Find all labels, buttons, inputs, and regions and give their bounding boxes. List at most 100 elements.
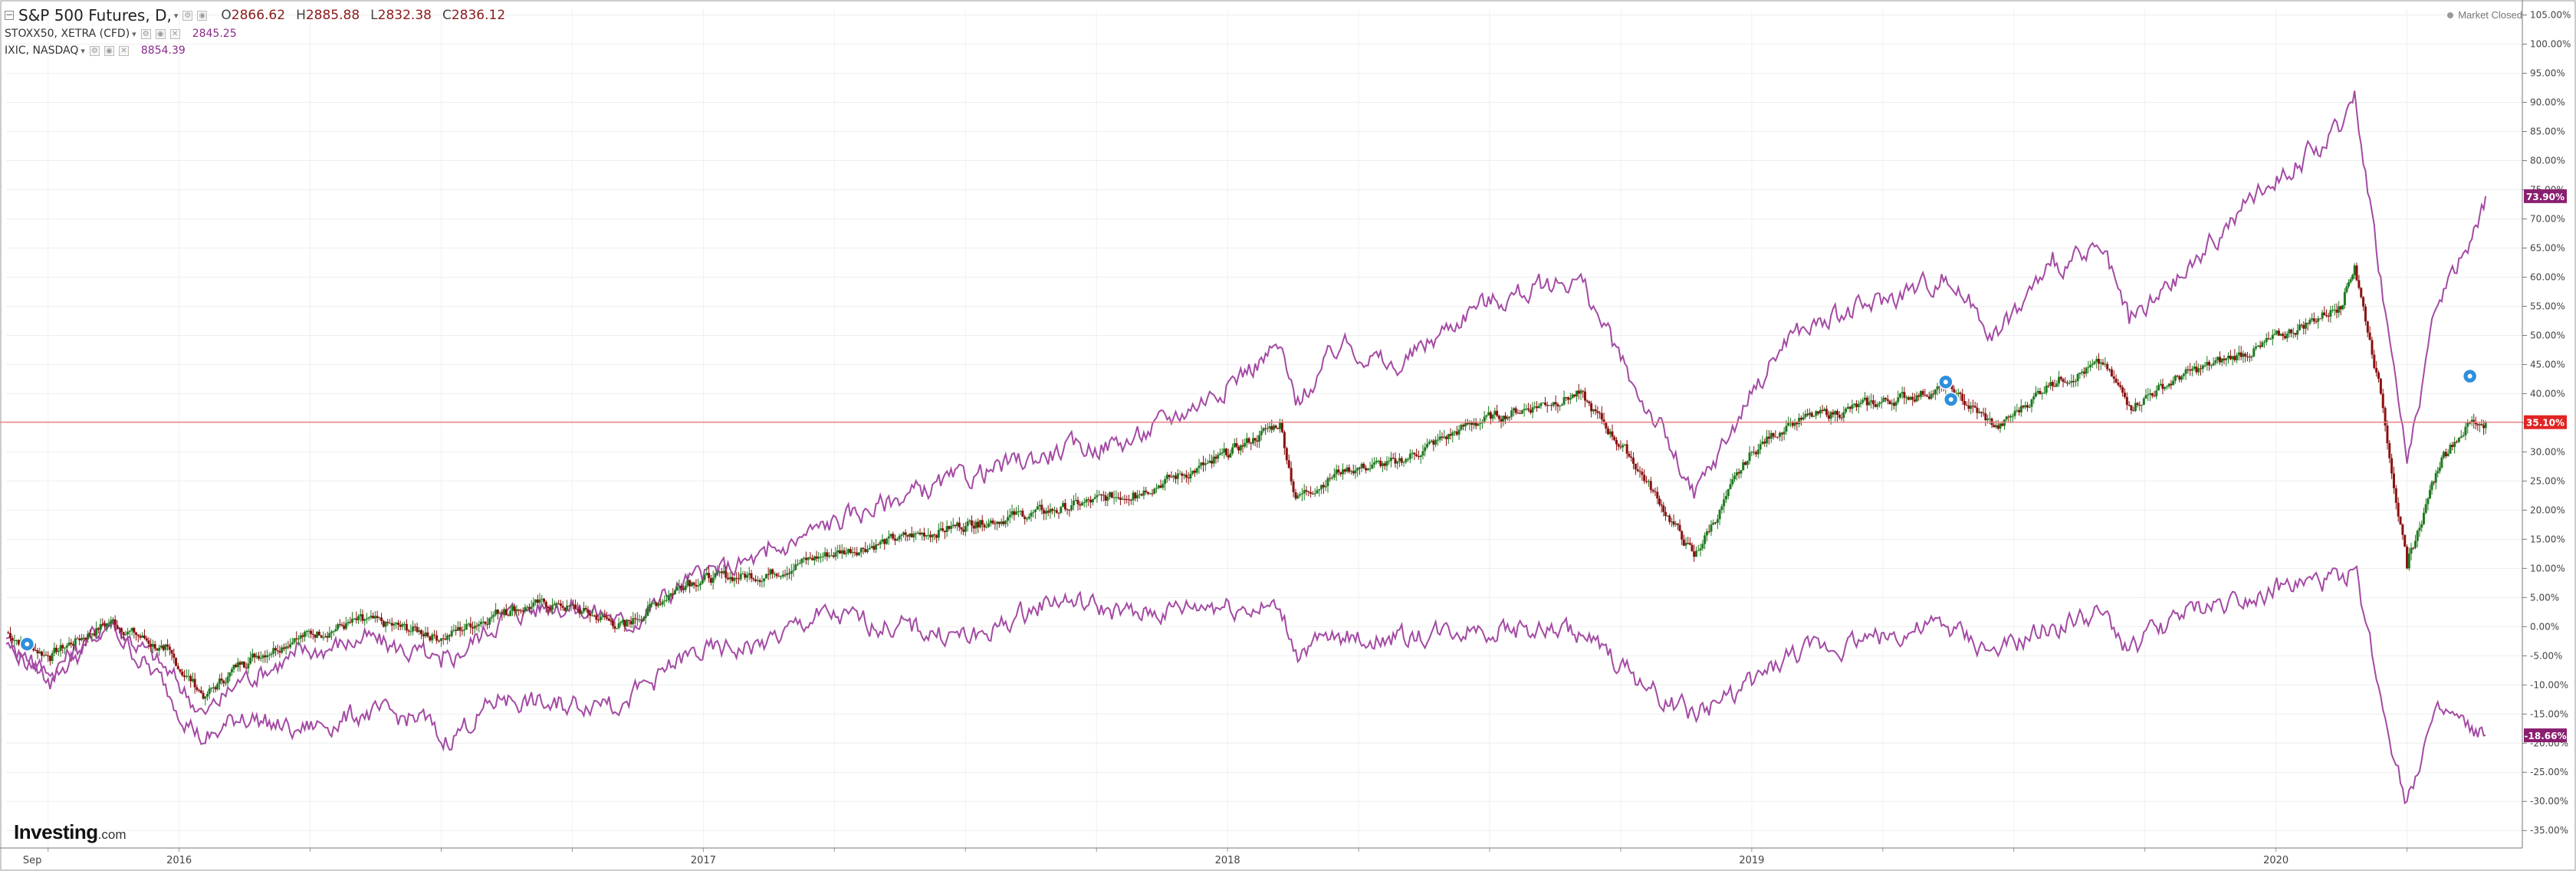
candle-up bbox=[344, 623, 347, 629]
candle-up bbox=[1905, 397, 1908, 399]
candle-up bbox=[1218, 453, 1221, 455]
candle-down bbox=[116, 625, 119, 629]
candle-up bbox=[1915, 395, 1918, 402]
candle-down bbox=[1264, 428, 1267, 429]
candle-up bbox=[989, 520, 992, 524]
candle-down bbox=[954, 524, 957, 527]
candle-down bbox=[559, 603, 562, 606]
eye-icon[interactable]: ◉ bbox=[104, 45, 114, 56]
candle-down bbox=[1630, 456, 1633, 458]
candle-up bbox=[1986, 419, 1990, 420]
candle-down bbox=[1796, 422, 1799, 425]
candle-up bbox=[1720, 506, 1723, 511]
candle-up bbox=[580, 611, 583, 614]
settings-icon[interactable]: ⚙ bbox=[140, 28, 151, 39]
eye-icon[interactable]: ◉ bbox=[197, 10, 208, 21]
candle-down bbox=[724, 570, 728, 578]
eye-icon[interactable]: ◉ bbox=[155, 28, 166, 39]
candle-down bbox=[2195, 366, 2198, 373]
candle-down bbox=[317, 631, 320, 636]
investing-logo[interactable]: Investing .com bbox=[14, 820, 126, 844]
chevron-down-icon[interactable]: ▾ bbox=[173, 10, 179, 21]
candle-down bbox=[189, 675, 192, 682]
candle-up bbox=[187, 675, 190, 677]
candle-up bbox=[2353, 265, 2356, 275]
candle-down bbox=[1536, 406, 1539, 409]
candle-down bbox=[504, 609, 508, 616]
main-series-legend[interactable]: − S&P 500 Futures, D, ▾ ⚙ ◉ O2866.62 H28… bbox=[5, 6, 505, 25]
candle-down bbox=[1596, 411, 1599, 413]
candle-up bbox=[67, 643, 71, 646]
candle-down bbox=[133, 628, 136, 633]
candle-down bbox=[1400, 458, 1403, 463]
candle-up bbox=[661, 601, 664, 605]
settings-icon[interactable]: ⚙ bbox=[182, 10, 193, 21]
candle-down bbox=[1145, 490, 1148, 492]
candle-down bbox=[1927, 396, 1930, 399]
candle-down bbox=[181, 672, 184, 675]
candle-up bbox=[1785, 426, 1788, 432]
candle-up bbox=[1723, 499, 1726, 507]
main-series-symbol[interactable]: S&P 500 Futures, D, bbox=[18, 6, 172, 25]
candle-up bbox=[964, 526, 967, 532]
candle-up bbox=[1539, 403, 1543, 406]
candle-down bbox=[1668, 515, 1671, 522]
candle-down bbox=[61, 645, 64, 649]
candle-up bbox=[95, 628, 98, 636]
candle-up bbox=[111, 619, 114, 621]
candle-down bbox=[513, 606, 516, 612]
candle-down bbox=[1763, 441, 1766, 444]
candle-down bbox=[589, 613, 592, 616]
candle-up bbox=[1396, 461, 1399, 464]
settings-icon[interactable]: ⚙ bbox=[89, 45, 100, 56]
candle-up bbox=[1411, 452, 1414, 454]
candle-down bbox=[2302, 325, 2305, 329]
candle-down bbox=[1556, 404, 1559, 407]
candle-up bbox=[1857, 403, 1860, 408]
candle-down bbox=[1352, 471, 1355, 474]
candle-down bbox=[519, 610, 522, 612]
candle-down bbox=[606, 617, 609, 619]
candle-up bbox=[1898, 393, 1901, 398]
close-icon[interactable]: ✕ bbox=[118, 45, 129, 56]
candle-down bbox=[1924, 394, 1927, 396]
candle-down bbox=[1043, 510, 1046, 514]
close-icon[interactable]: ✕ bbox=[169, 28, 180, 39]
candle-down bbox=[1874, 404, 1877, 407]
candle-up bbox=[887, 536, 890, 539]
candle-up bbox=[902, 532, 905, 535]
compare-symbol[interactable]: IXIC, NASDAQ bbox=[5, 44, 79, 57]
candle-up bbox=[490, 616, 493, 619]
candle-up bbox=[305, 630, 308, 633]
candle-up bbox=[191, 679, 194, 682]
candle-up bbox=[1217, 455, 1220, 459]
candle-up bbox=[1178, 473, 1181, 475]
candle-up bbox=[2453, 442, 2456, 447]
candle-up bbox=[526, 606, 529, 608]
candle-up bbox=[2484, 422, 2487, 429]
candle-up bbox=[2099, 362, 2102, 364]
chevron-down-icon[interactable]: ▾ bbox=[132, 28, 136, 39]
candle-down bbox=[1776, 436, 1779, 438]
chevron-down-icon[interactable]: ▾ bbox=[80, 45, 85, 56]
y-tick-label: 90.00% bbox=[2530, 97, 2565, 108]
compare-legend-stoxx50[interactable]: STOXX50, XETRA (CFD) ▾ ⚙ ◉ ✕ 2845.25 bbox=[5, 28, 237, 40]
candle-down bbox=[1168, 475, 1171, 478]
candle-up bbox=[667, 596, 670, 600]
candle-up bbox=[1375, 461, 1378, 463]
compare-legend-ixic[interactable]: IXIC, NASDAQ ▾ ⚙ ◉ ✕ 8854.39 bbox=[5, 44, 186, 57]
candle-up bbox=[2351, 274, 2354, 280]
candle-up bbox=[2329, 310, 2332, 317]
collapse-icon[interactable]: − bbox=[5, 9, 14, 20]
candle-up bbox=[803, 557, 806, 559]
candle-up bbox=[945, 526, 948, 532]
candle-down bbox=[179, 669, 182, 672]
candle-up bbox=[2227, 355, 2230, 359]
candle-down bbox=[2244, 353, 2247, 357]
logo-suffix: .com bbox=[97, 827, 127, 842]
candle-down bbox=[1504, 416, 1507, 419]
candle-down bbox=[2007, 416, 2010, 418]
compare-symbol[interactable]: STOXX50, XETRA (CFD) bbox=[5, 28, 130, 40]
